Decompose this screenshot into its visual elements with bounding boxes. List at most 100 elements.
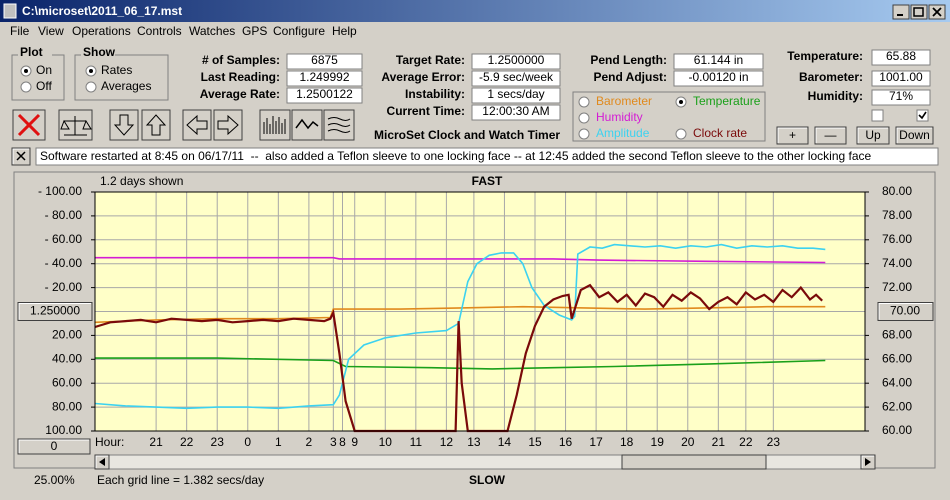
radio[interactable]: [85, 81, 97, 93]
field-label: Last Reading:: [201, 70, 280, 84]
legend-label: Humidity: [596, 110, 643, 124]
center-temp-button[interactable]: [877, 302, 934, 321]
radio[interactable]: [675, 128, 687, 140]
field-value: -5.9 sec/week: [479, 70, 554, 84]
field-label: Target Rate:: [396, 53, 465, 67]
app-title: MicroSet Clock and Watch Timer: [374, 128, 560, 142]
menu-item: View: [38, 24, 64, 38]
button-bevel: [896, 127, 932, 143]
group-title: Show: [83, 45, 116, 59]
field-value: 1.2500000: [488, 53, 545, 67]
field-label: Instability:: [405, 87, 465, 101]
center-rate-button[interactable]: [17, 302, 93, 321]
adjust-button[interactable]: [856, 126, 890, 145]
x-tick-label: 23: [767, 435, 781, 449]
scale-label: 25.00%: [34, 473, 75, 487]
button-label: 0: [51, 439, 58, 453]
series-line: [94, 305, 826, 324]
x-tick-label: 20: [681, 435, 695, 449]
radio[interactable]: [578, 96, 590, 108]
button-bevel: [95, 455, 108, 468]
radio[interactable]: [20, 81, 32, 93]
x-tick-label: 13: [467, 435, 481, 449]
field-box: [471, 87, 561, 104]
x-tick-label: 17: [589, 435, 603, 449]
field-label: Average Error:: [381, 70, 465, 84]
group-title-bg: [18, 47, 52, 59]
y2-tick-label: 66.00: [882, 351, 912, 365]
y2-tick-label: 60.00: [882, 423, 912, 437]
adjust-button[interactable]: [814, 126, 847, 145]
button-label: Down: [899, 128, 930, 142]
checkbox[interactable]: [871, 109, 884, 122]
y-tick-label: 1.250000: [30, 304, 80, 318]
bars-button[interactable]: [259, 109, 291, 141]
field-label: Humidity:: [808, 89, 863, 103]
x-tick-label: 23: [211, 435, 225, 449]
field-box: [871, 49, 931, 66]
button-label: +: [789, 128, 796, 142]
radio-label: Rates: [101, 63, 132, 77]
y-tick-label: 80.00: [52, 399, 82, 413]
field-value: 1.2500122: [296, 87, 353, 101]
y-tick-label: 20.00: [52, 328, 82, 342]
field-box: [673, 53, 764, 70]
legend-label: Clock rate: [693, 126, 747, 140]
field-box: [673, 70, 764, 87]
toolbar: [12, 109, 355, 141]
legend-label: Barometer: [596, 94, 652, 108]
x-tick-label: 22: [739, 435, 753, 449]
field-label: # of Samples:: [202, 53, 280, 67]
x-tick-label: 21: [149, 435, 163, 449]
grid-note: Each grid line = 1.382 secs/day: [97, 473, 264, 487]
clear-icon: [16, 151, 26, 161]
radio-label: On: [36, 63, 52, 77]
y-tick-label: - 100.00: [38, 184, 82, 198]
field-box: [871, 89, 931, 106]
button-bevel: [18, 303, 91, 320]
field-value: 12:00:30 AM: [482, 104, 549, 118]
y2-tick-label: 72.00: [882, 280, 912, 294]
adjust-button[interactable]: [776, 126, 809, 145]
scroll-thumb[interactable]: [621, 454, 767, 470]
radio-dot: [24, 69, 28, 73]
radio[interactable]: [578, 112, 590, 124]
field-label: Current Time:: [387, 104, 465, 118]
window-controls[interactable]: [892, 4, 946, 20]
field-value: 1 secs/day: [487, 87, 544, 101]
field-label: Barometer:: [799, 70, 863, 84]
field-box: [471, 70, 561, 87]
y-tick-label: 40.00: [52, 351, 82, 365]
x-tick-label: 9: [351, 435, 358, 449]
button-bevel: [861, 455, 874, 468]
y-tick-label: - 60.00: [45, 232, 83, 246]
minimize[interactable]: [892, 4, 910, 20]
adjust-button[interactable]: [895, 126, 934, 145]
window-title: C:\microset\2011_06_17.mst: [22, 4, 182, 18]
radio-label: Averages: [101, 79, 151, 93]
zoom-button[interactable]: [17, 438, 91, 455]
y2-tick-label: 80.00: [882, 184, 912, 198]
field-box: [471, 53, 561, 70]
radio[interactable]: [578, 128, 590, 140]
legend-label: Temperature: [693, 94, 761, 108]
chart-title: FAST: [472, 174, 503, 188]
group-title-bg: [81, 47, 115, 59]
button-bevel: [815, 127, 845, 143]
button-bevel: [878, 303, 932, 320]
button-bevel: [857, 127, 888, 143]
menu-item: Help: [332, 24, 357, 38]
span-label: 1.2 days shown: [100, 174, 183, 188]
menu-item: Operations: [72, 24, 131, 38]
note-text: Software restarted at 8:45 on 06/17/11 -…: [40, 149, 872, 163]
field-box: [471, 104, 561, 121]
button-label: Up: [865, 128, 881, 142]
field-box: [871, 70, 931, 87]
plot-border: [94, 191, 866, 432]
y2-tick-label: 74.00: [882, 256, 912, 270]
checkbox[interactable]: [916, 109, 929, 122]
x-tick-label: 19: [651, 435, 665, 449]
arrow: [865, 458, 871, 466]
app-icon: [3, 3, 17, 19]
